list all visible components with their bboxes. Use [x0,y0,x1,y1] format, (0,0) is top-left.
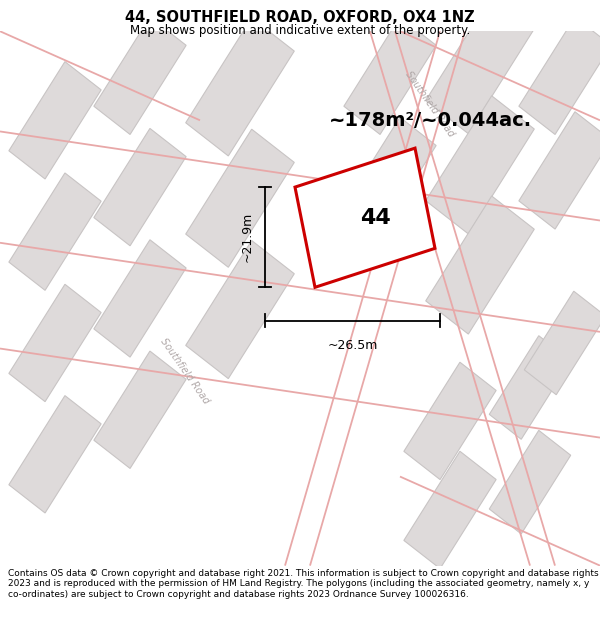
Polygon shape [94,240,186,357]
Text: Southfield Road: Southfield Road [404,69,457,138]
Polygon shape [344,17,436,134]
Text: Contains OS data © Crown copyright and database right 2021. This information is : Contains OS data © Crown copyright and d… [8,569,598,599]
Polygon shape [489,336,571,439]
Polygon shape [186,241,294,379]
Polygon shape [426,196,534,334]
Text: Southfield Road: Southfield Road [158,336,211,406]
Polygon shape [9,284,101,402]
Polygon shape [489,431,571,534]
Text: ~26.5m: ~26.5m [328,339,377,352]
Text: 44, SOUTHFIELD ROAD, OXFORD, OX4 1NZ: 44, SOUTHFIELD ROAD, OXFORD, OX4 1NZ [125,10,475,25]
Polygon shape [9,396,101,513]
Polygon shape [94,17,186,134]
Polygon shape [186,18,294,156]
Polygon shape [404,362,496,479]
Polygon shape [344,118,436,234]
Text: ~21.9m: ~21.9m [241,212,254,262]
Polygon shape [9,173,101,291]
Text: ~178m²/~0.044ac.: ~178m²/~0.044ac. [328,111,532,130]
Polygon shape [519,112,600,229]
Polygon shape [94,351,186,469]
Polygon shape [519,17,600,134]
Text: Map shows position and indicative extent of the property.: Map shows position and indicative extent… [130,24,470,37]
Polygon shape [94,128,186,246]
Polygon shape [9,62,101,179]
Polygon shape [524,291,600,395]
Polygon shape [426,0,534,134]
Polygon shape [295,148,435,288]
Polygon shape [426,96,534,234]
Polygon shape [404,451,496,569]
Text: 44: 44 [359,208,391,227]
Polygon shape [186,129,294,268]
